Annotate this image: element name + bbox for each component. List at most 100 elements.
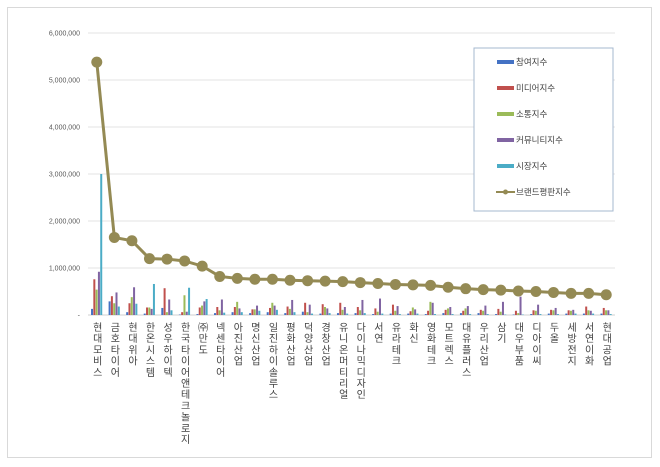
bar [554, 307, 557, 315]
bar [479, 309, 482, 315]
bar [589, 310, 592, 315]
bar [95, 289, 98, 315]
bar [374, 308, 377, 315]
line-marker [91, 56, 103, 68]
line-marker [214, 270, 226, 282]
bar [185, 311, 188, 315]
bar [198, 307, 201, 315]
bar [429, 301, 432, 315]
bar [565, 313, 568, 315]
bar [110, 296, 113, 315]
legend-label: 소통지수 [516, 110, 547, 120]
bar [569, 310, 572, 315]
bar [534, 310, 537, 315]
bar [253, 309, 256, 315]
bar [407, 313, 410, 315]
bar [150, 308, 153, 315]
legend-box [473, 47, 614, 212]
bar [220, 299, 223, 315]
legend-swatch [497, 164, 514, 168]
bar [396, 306, 399, 315]
bar [469, 314, 472, 315]
legend-swatch [497, 138, 514, 142]
bar [343, 307, 346, 315]
bar [464, 308, 467, 315]
bar [376, 311, 379, 315]
bar [521, 314, 524, 316]
line-marker [196, 260, 208, 272]
bar [609, 314, 612, 315]
bar [115, 292, 118, 315]
line-marker [600, 289, 612, 301]
bar [152, 283, 155, 315]
bar [128, 303, 131, 315]
bar [324, 307, 326, 315]
bar [514, 310, 517, 315]
bar [582, 313, 585, 315]
bar [605, 310, 608, 315]
bar [363, 313, 366, 315]
bar [398, 314, 401, 315]
bar [143, 313, 146, 315]
line-marker [302, 275, 314, 287]
bar [552, 310, 555, 315]
line-marker [266, 273, 278, 285]
y-tick-label: 4,000,000 [49, 125, 80, 132]
bar [409, 311, 412, 315]
bar [249, 313, 252, 315]
bar [148, 307, 151, 315]
bar [501, 301, 504, 315]
bar [240, 312, 243, 315]
bar [530, 314, 533, 315]
line-marker [249, 273, 261, 285]
bar [394, 310, 397, 315]
line-marker [442, 281, 454, 293]
line-marker [512, 285, 524, 297]
bar [93, 279, 96, 315]
bar [539, 314, 542, 315]
y-tick-label: 1,000,000 [49, 266, 80, 273]
bar [361, 299, 364, 315]
bar [218, 310, 221, 315]
bar [459, 313, 462, 315]
bar [288, 308, 291, 315]
bar [372, 314, 375, 315]
line-marker [425, 279, 437, 291]
bar [446, 308, 449, 315]
bar [108, 301, 111, 315]
line-marker [583, 287, 595, 299]
y-tick-label: 5,000,000 [49, 78, 80, 85]
bar [424, 314, 427, 315]
bar [284, 313, 287, 315]
bar [495, 314, 498, 315]
bar [486, 314, 489, 315]
bar [341, 309, 344, 315]
bar [517, 313, 520, 315]
bar [442, 313, 445, 315]
y-tick-label: 2,000,000 [49, 219, 80, 226]
bar [607, 310, 610, 315]
bar [339, 302, 342, 315]
bar [266, 312, 269, 315]
bar [381, 313, 384, 315]
bar [427, 310, 430, 315]
bar [97, 271, 100, 315]
bar [321, 304, 324, 315]
bar [592, 313, 595, 315]
bar [301, 311, 304, 315]
line-marker [108, 231, 120, 243]
